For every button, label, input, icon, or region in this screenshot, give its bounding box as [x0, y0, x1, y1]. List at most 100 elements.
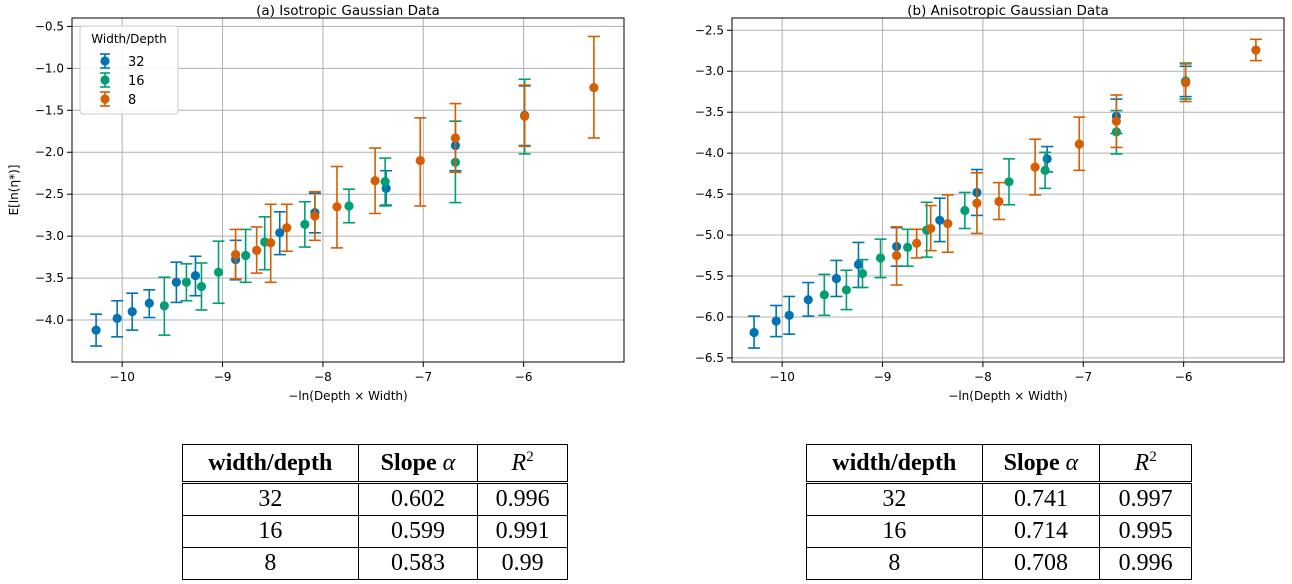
isotropic-results-table: width/depth Slope α R2 32 0.602 0.996 16 0.… [182, 444, 568, 580]
y-tick-label: −3.5 [695, 105, 724, 119]
header-r-squared: R2 [1099, 444, 1192, 484]
y-tick-label: −5.5 [695, 269, 724, 283]
header-slope-word: Slope [380, 449, 437, 476]
data-point-series-32 [853, 259, 864, 270]
y-tick-label: −1.5 [35, 103, 64, 117]
y-tick-label: −5.0 [695, 228, 724, 242]
x-tick-label: −9 [214, 370, 232, 384]
y-tick-label: −6.0 [695, 310, 724, 324]
chart-title: (a) Isotropic Gaussian Data [256, 3, 440, 19]
table-cell: 16 [182, 515, 359, 548]
data-point-series-8 [266, 238, 276, 248]
x-tick-label: −10 [110, 370, 135, 384]
data-point-series-8 [943, 218, 953, 229]
header-r-symbol: R [511, 450, 527, 476]
table-cell: 0.995 [1099, 515, 1192, 548]
legend-label: 16 [128, 74, 145, 89]
data-point-series-16 [213, 267, 224, 277]
table-row: 32 0.741 0.997 [806, 482, 1192, 516]
data-point-series-32 [275, 228, 285, 238]
table-row: 16 0.714 0.995 [806, 515, 1192, 548]
x-tick-label: −10 [770, 370, 795, 384]
data-point-series-16 [380, 177, 390, 187]
data-point-series-16 [1040, 165, 1050, 175]
table-cell: 0.991 [477, 515, 568, 548]
plot-frame [731, 17, 1285, 363]
y-axis-label: E[ln(η*)] [7, 165, 21, 216]
anisotropic-chart: −10 −9 −8 −7 −6 −6.5 −6.0 −5.5 −5.0 −4.5 −4.0 −3.5 −… [695, 3, 1285, 403]
data-point-series-8 [912, 238, 922, 248]
header-alpha-symbol: α [1065, 449, 1079, 476]
header-slope: Slope α [981, 444, 1101, 484]
y-tick-label: −3.0 [695, 64, 724, 78]
isotropic-chart: −10 −9 −8 −7 −6 −4.0 −3.5 −3.0 −2.5 −2.0 −1.5 −1.0 −… [7, 3, 625, 403]
legend-marker-dot [100, 75, 110, 85]
data-point-series-8 [310, 211, 320, 221]
data-point-series-8 [332, 202, 342, 212]
data-point-series-32 [784, 310, 794, 320]
data-point-series-8 [589, 83, 599, 93]
y-tick-label: −0.5 [35, 19, 64, 33]
data-point-series-32 [171, 277, 181, 287]
table-cell: 0.714 [981, 515, 1101, 548]
table-cell: 0.708 [981, 547, 1101, 580]
table-header-row: width/depth Slope α R2 [806, 444, 1192, 484]
data-point-series-16 [196, 281, 207, 292]
table-cell: 8 [182, 547, 359, 580]
x-tick-label: −6 [1175, 370, 1193, 384]
table-cell: 0.583 [357, 547, 479, 580]
table-cell: 0.602 [357, 482, 479, 516]
data-point-series-32 [803, 295, 813, 305]
data-point-series-32 [831, 273, 841, 284]
data-point-series-8 [230, 250, 241, 260]
data-point-series-16 [960, 205, 970, 216]
x-tick-label: −8 [974, 370, 992, 384]
y-tick-label: −2.5 [695, 23, 724, 37]
header-width-depth: width/depth [182, 444, 359, 484]
data-point-series-16 [857, 268, 868, 279]
legend-label: 8 [128, 93, 136, 108]
data-point-series-16 [181, 277, 192, 287]
data-point-series-8 [415, 156, 425, 166]
table-row: 32 0.602 0.996 [182, 482, 568, 516]
plot-frame [71, 17, 625, 363]
table-cell: 16 [806, 515, 983, 548]
x-axis-label: −ln(Depth × Width) [288, 389, 407, 403]
y-tick-label: −2.0 [35, 145, 64, 159]
data-point-series-16 [300, 219, 310, 229]
data-point-series-8 [1111, 116, 1121, 126]
data-point-series-32 [771, 316, 781, 326]
table-cell: 0.997 [1099, 482, 1192, 516]
data-point-series-32 [749, 327, 759, 338]
table-cell: 8 [806, 547, 983, 580]
data-point-series-8 [282, 223, 292, 233]
y-tick-label: −4.5 [695, 187, 724, 201]
header-r-symbol: R [1134, 450, 1150, 476]
data-point-series-32 [935, 215, 945, 225]
data-point-series-8 [252, 245, 262, 256]
table-cell: 0.996 [1099, 547, 1192, 580]
header-slope: Slope α [357, 444, 479, 484]
data-point-series-32 [144, 298, 154, 308]
data-point-series-32 [1042, 154, 1052, 164]
anisotropic-results-table: width/depth Slope α R2 32 0.741 0.997 16 0.… [806, 444, 1192, 580]
table-cell: 0.996 [477, 482, 568, 516]
header-r-exponent: 2 [526, 449, 534, 465]
header-r-squared: R2 [477, 444, 568, 484]
y-tick-label: −1.0 [35, 61, 64, 75]
data-point-series-16 [875, 253, 886, 263]
header-r-exponent: 2 [1149, 449, 1157, 465]
data-point-series-16 [819, 290, 829, 300]
x-tick-label: −7 [414, 370, 432, 384]
y-tick-label: −4.0 [695, 146, 724, 160]
data-point-series-32 [127, 307, 137, 317]
table-cell: 0.741 [981, 482, 1101, 516]
legend-title: Width/Depth [91, 32, 166, 46]
data-point-series-16 [841, 285, 852, 295]
table-cell: 0.599 [357, 515, 479, 548]
y-tick-label: −3.0 [35, 229, 64, 243]
data-point-series-32 [91, 325, 101, 335]
data-point-series-16 [159, 301, 169, 311]
data-point-series-16 [1004, 177, 1014, 187]
chart-title: (b) Anisotropic Gaussian Data [907, 3, 1109, 19]
